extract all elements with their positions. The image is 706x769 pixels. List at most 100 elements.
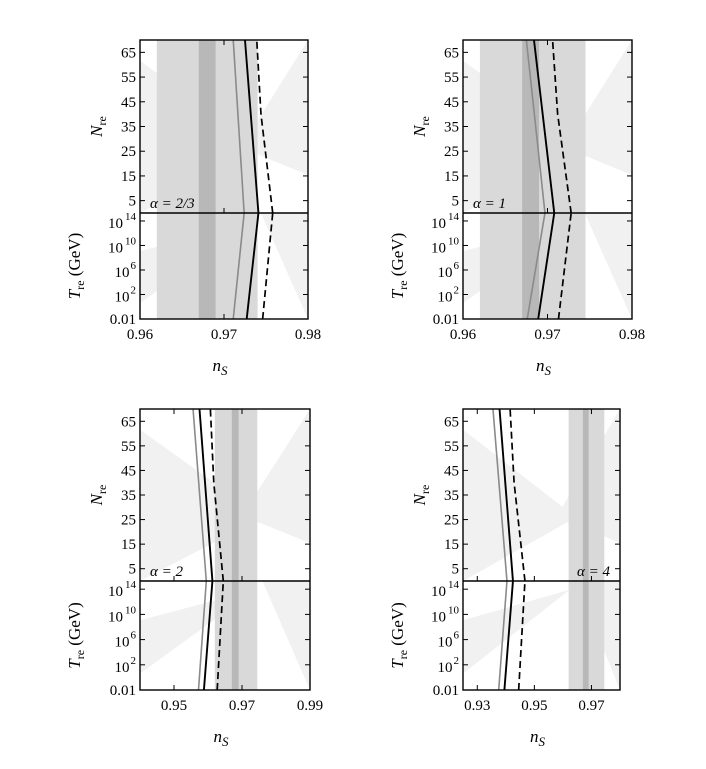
tre-tick-label: 0.01	[433, 683, 459, 699]
nre-tick-label: 25	[444, 144, 459, 160]
nre-tick-label: 5	[452, 562, 460, 578]
nre-tick-label: 25	[121, 144, 136, 160]
panel-frame	[139, 408, 311, 691]
ns-tick-label: 0.98	[295, 327, 321, 343]
nre-tick-label: 15	[121, 537, 136, 553]
tre-tick-label: 10	[438, 660, 453, 676]
alpha-annotation: α = 2	[150, 564, 183, 580]
nre-curve-gray	[232, 40, 245, 214]
x-axis-title-sub: S	[539, 734, 546, 749]
ns-tick-label: 0.97	[229, 698, 256, 714]
tre-axis-title-sub: re	[73, 280, 87, 289]
tre-tick-exponent: 2	[131, 284, 137, 296]
tre-axis-title-unit: (GeV)	[388, 233, 407, 281]
nre-tick-label: 45	[444, 95, 459, 111]
tre-axis-title-sub: re	[73, 650, 87, 659]
nre-axis-title-main: N	[87, 124, 106, 138]
tre-tick-label: 10	[108, 240, 123, 256]
x-axis-title-main: n	[214, 727, 223, 746]
tre-curve-solid	[503, 580, 514, 690]
tre-tick-exponent: 6	[131, 260, 137, 272]
tre-curve-dashed	[557, 212, 573, 319]
tre-tick-label: 10	[438, 289, 453, 305]
plot-area	[140, 40, 308, 319]
ns-tick-label: 0.96	[450, 327, 477, 343]
nre-axis-title-sub: re	[95, 485, 109, 494]
ns-tick-label: 0.96	[127, 327, 154, 343]
alpha-annotation: α = 1	[473, 196, 506, 212]
tre-tick-exponent: 6	[454, 630, 460, 642]
tre-tick-exponent: 10	[125, 235, 137, 247]
nre-tick-label: 55	[121, 439, 136, 455]
nre-tick-label: 55	[121, 70, 136, 86]
nre-axis-title: Nre	[87, 116, 109, 138]
nre-tick-label: 55	[444, 70, 459, 86]
tre-axis-title-main: T	[65, 658, 84, 669]
tre-tick-label: 10	[438, 265, 453, 281]
plot-area	[463, 40, 632, 319]
nre-tick-label: 65	[444, 45, 459, 61]
tre-tick-label: 10	[115, 265, 130, 281]
tre-tick-label: 10	[438, 635, 453, 651]
nre-curve-gray	[492, 409, 508, 582]
tre-axis-title: Tre (GeV)	[65, 233, 87, 299]
x-axis-title: nS	[214, 727, 230, 749]
nre-curve-solid	[244, 40, 260, 214]
tre-tick-exponent: 14	[125, 579, 137, 591]
tre-axis-title-sub: re	[396, 650, 410, 659]
nre-curve-solid	[533, 40, 556, 214]
tre-tick-exponent: 2	[454, 284, 460, 296]
nre-tick-label: 5	[129, 562, 137, 578]
tre-tick-exponent: 10	[125, 604, 137, 616]
tre-tick-exponent: 14	[448, 579, 460, 591]
tre-axis-title-unit: (GeV)	[388, 602, 407, 650]
nre-axis-title: Nre	[410, 116, 432, 138]
nre-tick-label: 25	[121, 513, 136, 529]
x-axis-title-main: n	[530, 727, 539, 746]
nre-tick-label: 35	[444, 120, 459, 136]
tre-curve-gray	[197, 580, 208, 690]
nre-tick-label: 65	[121, 45, 136, 61]
planck-band-1sigma	[231, 409, 239, 690]
nre-curve-dashed	[509, 409, 526, 582]
tre-tick-label: 0.01	[110, 312, 136, 328]
tre-tick-label: 10	[108, 609, 123, 625]
nre-axis-title-sub: re	[418, 485, 432, 494]
shaded-region-bottom-2	[260, 213, 308, 319]
x-axis-title-sub: S	[222, 734, 229, 749]
shaded-region-bottom-2	[584, 213, 632, 319]
ns-tick-label: 0.95	[161, 698, 187, 714]
shaded-region-bottom-1	[140, 589, 256, 674]
tre-axis-title: Tre (GeV)	[65, 602, 87, 668]
tre-curve-dashed	[517, 580, 526, 690]
tre-axis-title-main: T	[388, 658, 407, 669]
tre-tick-label: 10	[431, 584, 446, 600]
tre-axis-title-main: T	[388, 288, 407, 299]
tre-curve-gray	[497, 580, 508, 690]
tre-tick-exponent: 2	[454, 655, 460, 667]
nre-curve-dashed	[255, 40, 274, 214]
x-axis-title-sub: S	[221, 363, 228, 378]
ns-tick-label: 0.98	[619, 327, 645, 343]
tre-curve-solid	[202, 580, 214, 690]
nre-tick-label: 5	[129, 194, 137, 210]
x-axis-title-main: n	[213, 356, 222, 375]
nre-tick-label: 35	[444, 488, 459, 504]
nre-curve-gray	[192, 409, 208, 582]
tre-tick-label: 10	[115, 289, 130, 305]
nre-tick-label: 5	[452, 194, 460, 210]
nre-tick-label: 35	[121, 120, 136, 136]
alpha-annotation: α = 2/3	[150, 196, 195, 212]
tre-tick-exponent: 14	[448, 211, 460, 223]
nre-curve-dashed	[209, 409, 225, 582]
planck-band-1sigma	[582, 409, 589, 690]
tre-axis-title: Tre (GeV)	[388, 233, 410, 299]
tre-curve-solid	[537, 212, 556, 319]
nre-tick-label: 45	[444, 463, 459, 479]
x-axis-title-main: n	[536, 356, 545, 375]
tre-tick-label: 10	[108, 216, 123, 232]
